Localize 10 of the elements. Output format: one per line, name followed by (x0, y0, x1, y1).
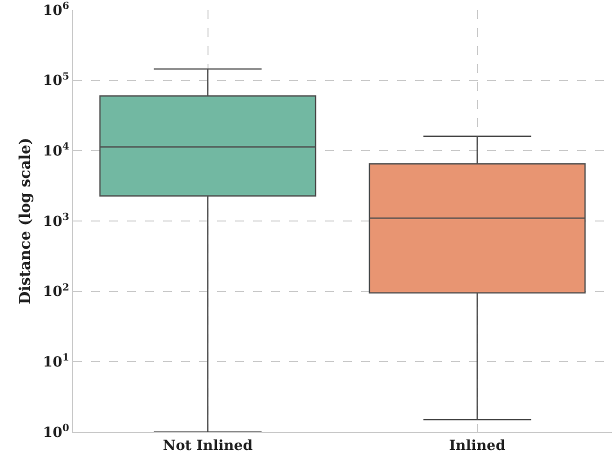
y-tick-label: 10$^{1}$ (42, 352, 70, 371)
y-tick-label: 10$^{5}$ (42, 71, 70, 90)
y-tick-label: 10$^{3}$ (42, 212, 70, 230)
x-tick-label: Not Inlined (162, 438, 253, 454)
y-axis-title: Distance (log scale) (16, 138, 34, 304)
y-tick-label: 10$^{6}$ (42, 1, 70, 19)
y-tick-label: 10$^{0}$ (42, 423, 70, 441)
x-tick-label: Inlined (449, 438, 506, 454)
y-tick-label: 10$^{4}$ (42, 142, 70, 160)
y-tick-label: 10$^{2}$ (42, 282, 70, 300)
